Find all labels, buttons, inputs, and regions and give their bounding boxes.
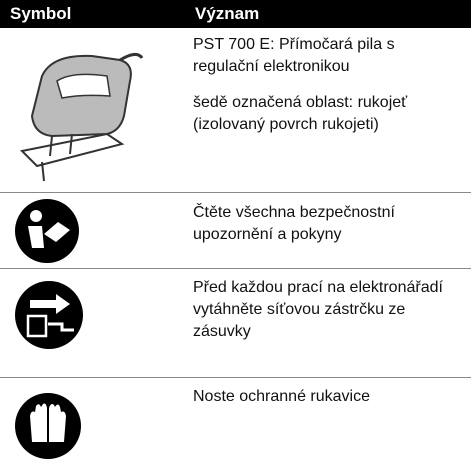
text-line: vytáhněte síťovou zástrčku ze <box>193 301 406 318</box>
text-line: PST 700 E: Přímočará pila s <box>193 36 395 53</box>
paragraph: Před každou prací na elektronářadí vytáhn… <box>193 277 468 343</box>
jigsaw-icon <box>19 53 144 182</box>
text-line: upozornění a pokyny <box>193 226 342 243</box>
text-line: šedě označená oblast: rukojeť <box>193 94 408 111</box>
row-divider <box>0 377 471 378</box>
paragraph: šedě označená oblast: rukojeť (izolovaný … <box>193 92 468 136</box>
text-line: zásuvky <box>193 323 251 340</box>
description: Noste ochranné rukavice <box>193 386 468 422</box>
text-line: regulační elektronikou <box>193 58 350 75</box>
unplug-icon <box>15 281 83 349</box>
row-divider <box>0 192 471 193</box>
row-divider <box>0 268 471 269</box>
paragraph: Čtěte všechna bezpečnostní upozornění a p… <box>193 202 468 246</box>
description: Čtěte všechna bezpečnostní upozornění a p… <box>193 202 468 260</box>
text-line: Noste ochranné rukavice <box>193 388 370 405</box>
text-line: (izolovaný povrch rukojeti) <box>193 116 379 133</box>
paragraph: Noste ochranné rukavice <box>193 386 468 408</box>
header-cell: Symbol <box>10 4 72 23</box>
table-header: Symbol Význam <box>0 0 471 28</box>
text-line: Před každou prací na elektronářadí <box>193 279 443 296</box>
description: PST 700 E: Přímočará pila s regulační ele… <box>193 34 468 150</box>
text-line: Čtěte všechna bezpečnostní <box>193 204 395 221</box>
paragraph: PST 700 E: Přímočará pila s regulační ele… <box>193 34 468 78</box>
header-cell: Význam <box>195 4 260 23</box>
gloves-icon <box>15 393 81 459</box>
read-manual-icon <box>15 199 79 263</box>
description: Před každou prací na elektronářadí vytáhn… <box>193 277 468 357</box>
